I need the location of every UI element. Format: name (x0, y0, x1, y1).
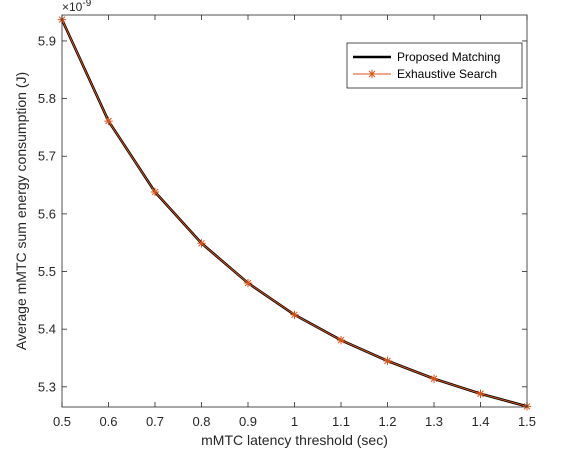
y-tick-label: 5.5 (38, 264, 56, 279)
legend-marker-exhaustive-search (367, 69, 377, 79)
y-tick-label: 5.7 (38, 149, 56, 164)
x-tick-label: 1.4 (471, 414, 489, 429)
x-axis-label: mMTC latency threshold (sec) (201, 432, 388, 448)
data-point-exhaustive-search (197, 239, 206, 248)
y-axis-label: Average mMTC sum energy consumption (J) (13, 72, 29, 350)
data-point-exhaustive-search (243, 278, 253, 288)
data-point-exhaustive-search (476, 389, 485, 398)
y-exponent-power: -9 (82, 0, 91, 9)
legend-box (346, 42, 523, 89)
data-point-exhaustive-search (104, 116, 113, 126)
y-tick-label: 5.3 (38, 379, 56, 394)
x-tick-label: 0.5 (53, 414, 71, 429)
y-tick-label: 5.4 (38, 322, 56, 337)
legend: Proposed Matching Exhaustive Search (346, 42, 523, 89)
x-tick-label: 1.2 (378, 414, 396, 429)
y-axis-ticks: 5.3 5.4 5.5 5.6 5.7 5.8 5.9 (38, 33, 527, 394)
data-point-exhaustive-search (383, 356, 392, 366)
x-tick-label: 0.8 (192, 414, 210, 429)
legend-label-exhaustive-search: Exhaustive Search (397, 67, 497, 81)
x-tick-label: 0.9 (239, 414, 257, 429)
legend-label-proposed-matching: Proposed Matching (397, 50, 500, 64)
data-point-exhaustive-search (429, 374, 439, 383)
y-tick-label: 5.9 (38, 33, 56, 48)
x-tick-label: 0.7 (146, 414, 164, 429)
x-tick-label: 1.5 (518, 414, 536, 429)
data-point-exhaustive-search (290, 310, 299, 319)
y-exponent-label: ×10-9 (62, 0, 92, 14)
y-tick-label: 5.6 (38, 206, 56, 221)
x-axis-ticks: 0.5 0.6 0.7 0.8 0.9 1 1.1 1.2 1.3 1.4 1.5 (53, 15, 536, 429)
data-point-exhaustive-search (336, 335, 346, 345)
x-tick-label: 1.3 (425, 414, 443, 429)
y-tick-label: 5.8 (38, 91, 56, 106)
data-point-exhaustive-search (150, 187, 160, 197)
x-tick-label: 1 (291, 414, 298, 429)
x-tick-label: 0.6 (99, 414, 117, 429)
x-tick-label: 1.1 (332, 414, 350, 429)
y-exponent-base: ×10 (62, 0, 83, 14)
